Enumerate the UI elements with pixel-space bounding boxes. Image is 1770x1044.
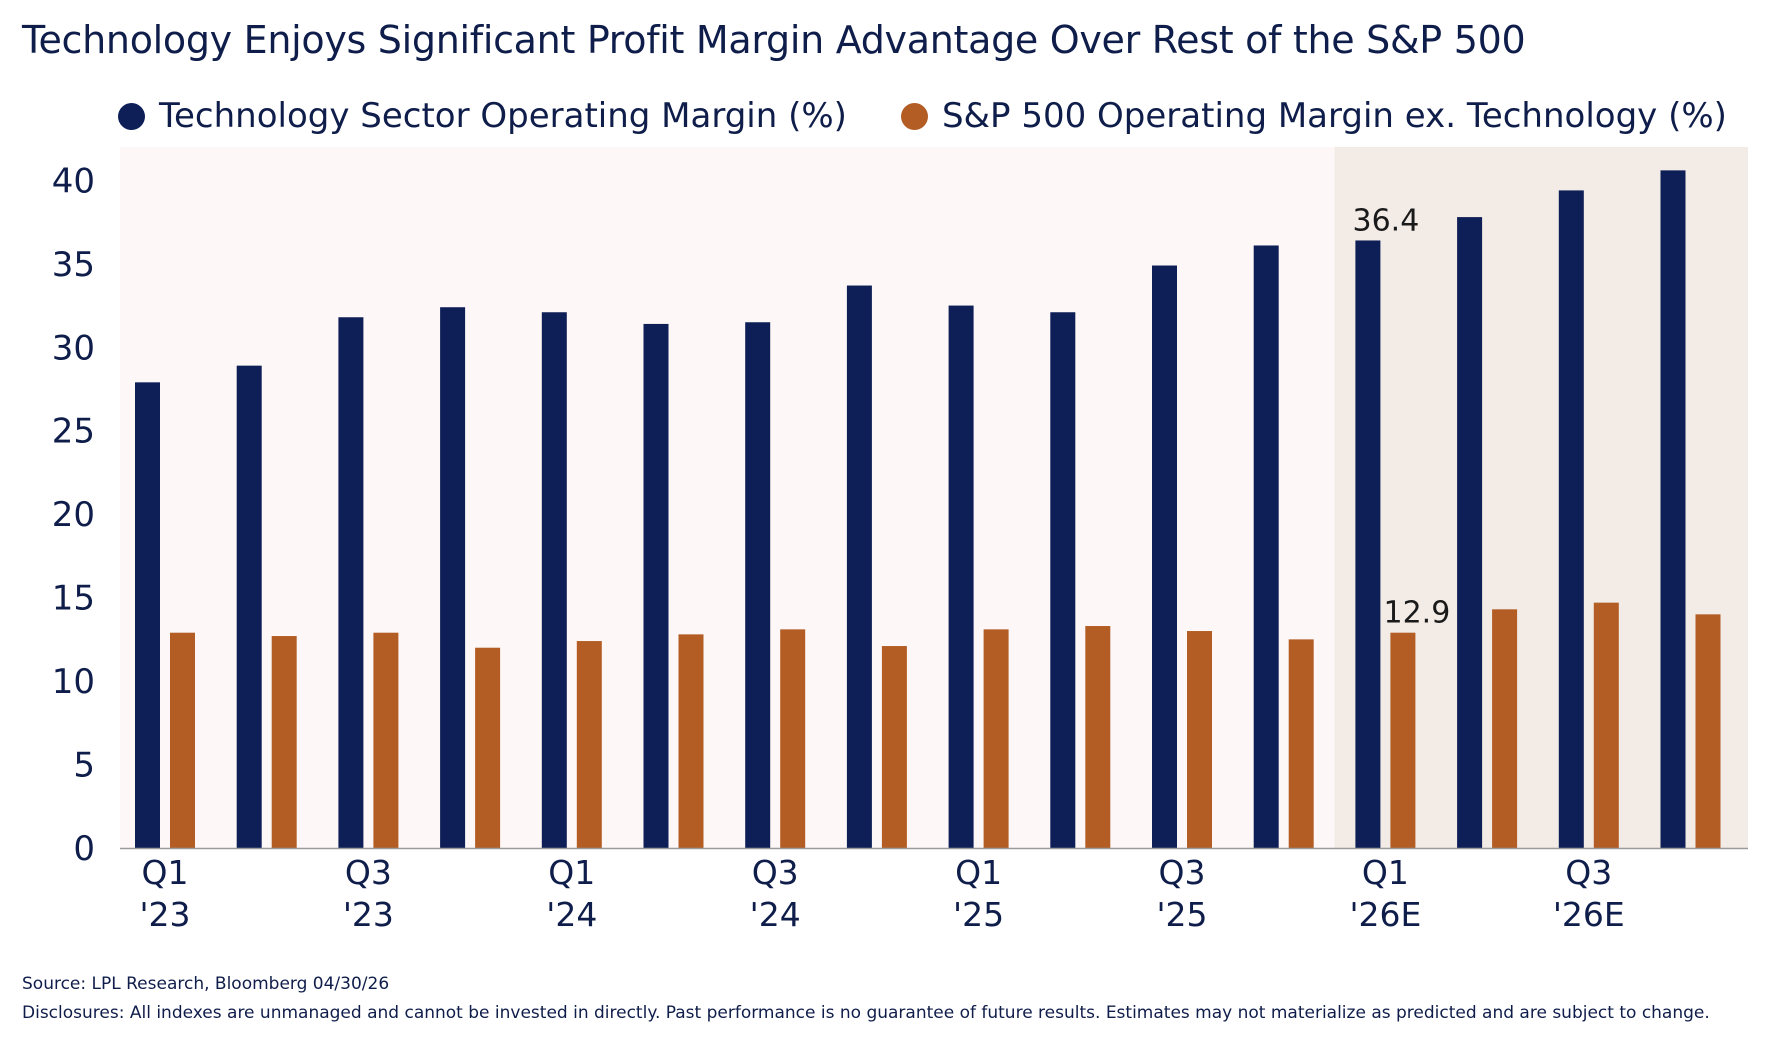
- bar-sp500-ex-tech: [170, 632, 195, 848]
- y-tick-label: 10: [52, 662, 95, 702]
- legend-label-sp500-ex-tech: S&P 500 Operating Margin ex. Technology …: [941, 96, 1727, 136]
- bar-sp500-ex-tech: [1492, 609, 1518, 848]
- data-label: 12.9: [1384, 596, 1451, 631]
- bar-sp500-ex-tech: [1390, 632, 1416, 848]
- bar-technology: [846, 285, 872, 848]
- x-tick-label: '25: [1156, 895, 1207, 934]
- disclosure-note: Disclosures: All indexes are unmanaged a…: [22, 1003, 1710, 1023]
- bar-technology: [236, 365, 262, 848]
- bar-sp500-ex-tech: [678, 634, 704, 848]
- bar-technology: [1355, 240, 1381, 848]
- y-tick-label: 35: [52, 245, 95, 285]
- y-tick-label: 30: [52, 328, 95, 368]
- x-tick-label: '24: [546, 895, 597, 934]
- bar-sp500-ex-tech: [1288, 639, 1314, 848]
- bar-sp500-ex-tech: [1593, 602, 1619, 848]
- x-tick-label: Q3: [1565, 853, 1612, 892]
- bar-sp500-ex-tech: [576, 641, 602, 848]
- bar-technology: [745, 322, 771, 848]
- bar-technology: [338, 317, 364, 848]
- bar-technology: [541, 312, 567, 848]
- bar-sp500-ex-tech: [780, 629, 806, 848]
- x-tick-label: Q1: [548, 853, 595, 892]
- data-label: 36.4: [1353, 203, 1420, 238]
- y-tick-label: 15: [52, 579, 95, 619]
- x-tick-label: '26E: [1553, 895, 1625, 934]
- bar-sp500-ex-tech: [475, 647, 501, 848]
- legend-item-sp500-ex-tech: S&P 500 Operating Margin ex. Technology …: [900, 96, 1727, 136]
- bar-technology: [1152, 265, 1177, 848]
- bar-sp500-ex-tech: [1187, 631, 1212, 848]
- x-tick-label: '26E: [1349, 895, 1421, 934]
- bar-sp500-ex-tech: [881, 646, 907, 848]
- bar-technology: [1050, 312, 1076, 848]
- bar-technology: [135, 382, 160, 848]
- bar-sp500-ex-tech: [373, 632, 399, 848]
- chart-legend: Technology Sector Operating Margin (%) S…: [118, 96, 1770, 136]
- x-tick-label: '24: [750, 895, 801, 934]
- x-tick-label: Q3: [1159, 853, 1206, 892]
- x-tick-label: Q1: [955, 853, 1002, 892]
- chart-title: Technology Enjoys Significant Profit Mar…: [22, 18, 1526, 62]
- bar-technology: [643, 323, 669, 848]
- legend-label-technology: Technology Sector Operating Margin (%): [159, 96, 847, 136]
- legend-item-technology: Technology Sector Operating Margin (%): [118, 96, 847, 136]
- bar-sp500-ex-tech: [1085, 626, 1111, 848]
- source-note: Source: LPL Research, Bloomberg 04/30/26: [22, 974, 390, 994]
- legend-marker-technology: [118, 102, 145, 130]
- bar-technology: [440, 307, 466, 848]
- y-tick-label: 5: [73, 746, 95, 786]
- bar-technology: [948, 305, 974, 848]
- x-tick-label: Q3: [752, 853, 799, 892]
- bar-sp500-ex-tech: [271, 636, 297, 848]
- bar-sp500-ex-tech: [1695, 614, 1721, 848]
- y-tick-label: 0: [73, 829, 95, 869]
- legend-marker-sp500-ex-tech: [900, 102, 928, 130]
- bar-technology: [1660, 170, 1686, 848]
- x-tick-label: '25: [953, 895, 1004, 934]
- bar-technology: [1558, 190, 1584, 848]
- x-tick-label: Q1: [142, 853, 189, 892]
- y-tick-label: 40: [52, 161, 95, 201]
- bar-technology: [1457, 217, 1483, 849]
- bar-sp500-ex-tech: [983, 629, 1009, 848]
- x-tick-label: '23: [139, 895, 190, 934]
- x-tick-label: Q3: [345, 853, 392, 892]
- y-tick-label: 20: [52, 495, 95, 535]
- y-tick-label: 25: [52, 412, 95, 452]
- x-tick-label: Q1: [1362, 853, 1409, 892]
- bar-technology: [1253, 245, 1279, 848]
- x-tick-label: '23: [343, 895, 394, 934]
